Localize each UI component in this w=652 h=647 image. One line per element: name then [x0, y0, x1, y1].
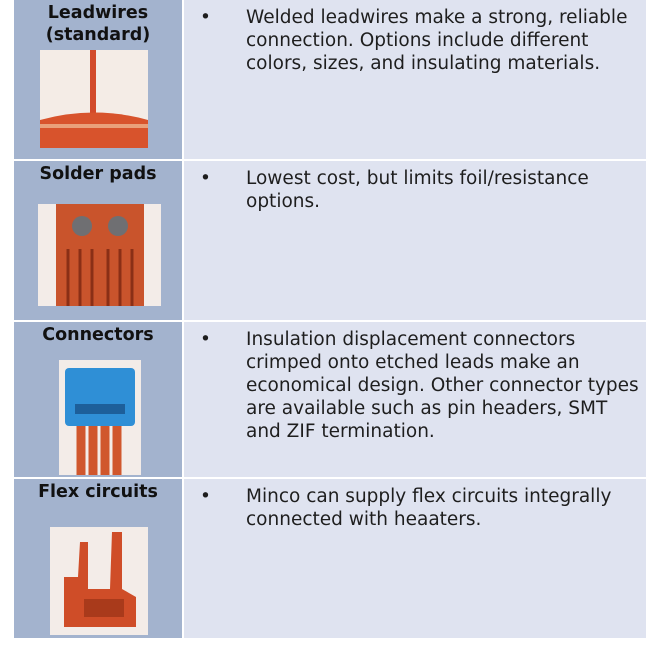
bullet: •: [200, 329, 211, 350]
row-label: Flex circuits: [38, 482, 158, 502]
bullet: •: [200, 7, 211, 28]
table-row: Flex circuits • Minco can supply flex ci…: [14, 479, 646, 638]
label-cell: Connectors: [14, 322, 184, 477]
flex-circuit-image: [50, 527, 148, 635]
description-cell: • Lowest cost, but limits foil/resistanc…: [184, 161, 646, 320]
table-row: Leadwires (standard) • Welded leadwires …: [14, 0, 646, 161]
row-label: Connectors: [42, 325, 154, 345]
label-cell: Flex circuits: [14, 479, 184, 638]
description: Lowest cost, but limits foil/resistance …: [246, 168, 589, 212]
description-cell: • Welded leadwires make a strong, reliab…: [184, 0, 646, 159]
options-table: Leadwires (standard) • Welded leadwires …: [14, 0, 646, 638]
bullet: •: [200, 486, 211, 507]
label-cell: Solder pads: [14, 161, 184, 320]
row-label: Solder pads: [39, 164, 157, 184]
bullet: •: [200, 168, 211, 189]
description-cell: • Insulation displacement connectors cri…: [184, 322, 646, 477]
connector-image: [59, 360, 141, 475]
label-cell: Leadwires (standard): [14, 0, 184, 159]
leadwire-image: [40, 50, 148, 148]
table-row: Connectors • Insulation displacement con…: [14, 322, 646, 479]
table-row: Solder pads • Lowest cost, but limits fo…: [14, 161, 646, 322]
row-label: Leadwires (standard): [45, 3, 151, 45]
description-cell: • Minco can supply flex circuits integra…: [184, 479, 646, 638]
description: Minco can supply flex circuits integrall…: [246, 486, 612, 530]
solder-pad-image: [38, 204, 161, 306]
description: Welded leadwires make a strong, reliable…: [246, 7, 628, 74]
description: Insulation displacement connectors crimp…: [246, 329, 639, 442]
